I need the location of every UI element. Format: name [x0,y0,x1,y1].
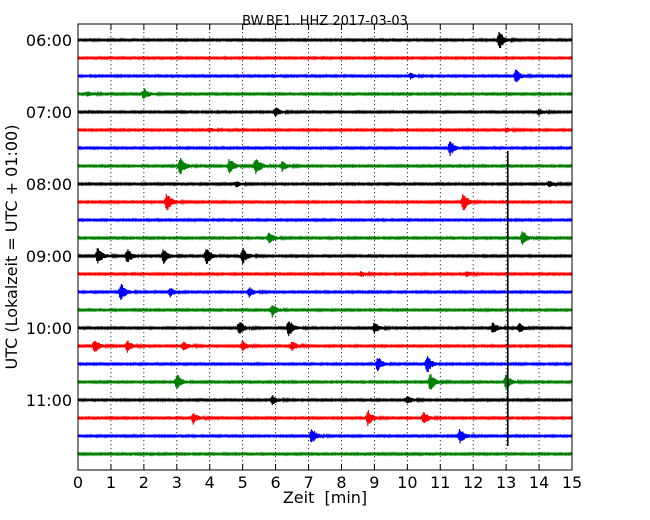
x-tick-label: 8 [336,473,346,492]
trace-line [77,55,573,61]
x-tick-label: 9 [369,473,379,492]
trace-line [77,248,573,265]
x-tick-label: 5 [238,473,248,492]
trace-line [77,157,573,175]
y-axis-label: UTC (Lokalzeit = UTC + 01:00) [2,125,21,370]
x-tick-label: 0 [73,473,83,492]
trace-line [77,409,573,427]
x-tick-label: 10 [397,473,417,492]
x-tick-label: 7 [303,473,313,492]
trace-line [77,429,573,444]
trace-line [77,217,573,223]
trace-line [77,126,573,134]
plot-frame [77,23,573,471]
trace-line [77,340,573,353]
x-tick-label: 1 [106,473,116,492]
x-tick-label: 13 [496,473,516,492]
y-tick-label: 08:00 [26,175,72,194]
x-axis-label: Zeit [min] [283,488,367,507]
trace-line [77,451,573,457]
trace-line [77,88,573,99]
trace-line [77,270,573,278]
trace-line [77,355,573,373]
y-tick-label: 07:00 [26,103,72,122]
x-tick-label: 6 [271,473,281,492]
x-tick-label: 15 [562,473,582,492]
trace-line [77,193,573,211]
trace-line [77,141,573,157]
trace-line [77,395,573,406]
trace-line [77,373,573,391]
trace-line [77,107,573,117]
x-tick-label: 3 [172,473,182,492]
trace-line [77,180,573,188]
x-tick-label: 12 [463,473,483,492]
y-tick-label: 11:00 [26,391,72,410]
vertical-grid [110,24,540,470]
trace-line [77,69,573,83]
trace-line [77,321,573,337]
x-tick-label: 4 [205,473,215,492]
y-tick-label: 09:00 [26,247,72,266]
trace-line [77,31,573,49]
trace-line [77,283,573,301]
y-tick-label: 10:00 [26,319,72,338]
y-axis: 06:00 07:00 08:00 09:00 10:00 11:00 [26,31,84,410]
chart-title: BW.BE1..HHZ 2017-03-03 [242,14,408,29]
seismic-traces [77,31,573,457]
x-tick-label: 14 [529,473,549,492]
x-axis: 0 1 2 3 4 5 6 7 8 9 10 11 12 13 14 15 [73,24,582,492]
y-tick-label: 06:00 [26,31,72,50]
trace-line [77,231,573,245]
trace-line [77,305,573,318]
x-tick-label: 11 [430,473,450,492]
x-tick-label: 2 [139,473,149,492]
